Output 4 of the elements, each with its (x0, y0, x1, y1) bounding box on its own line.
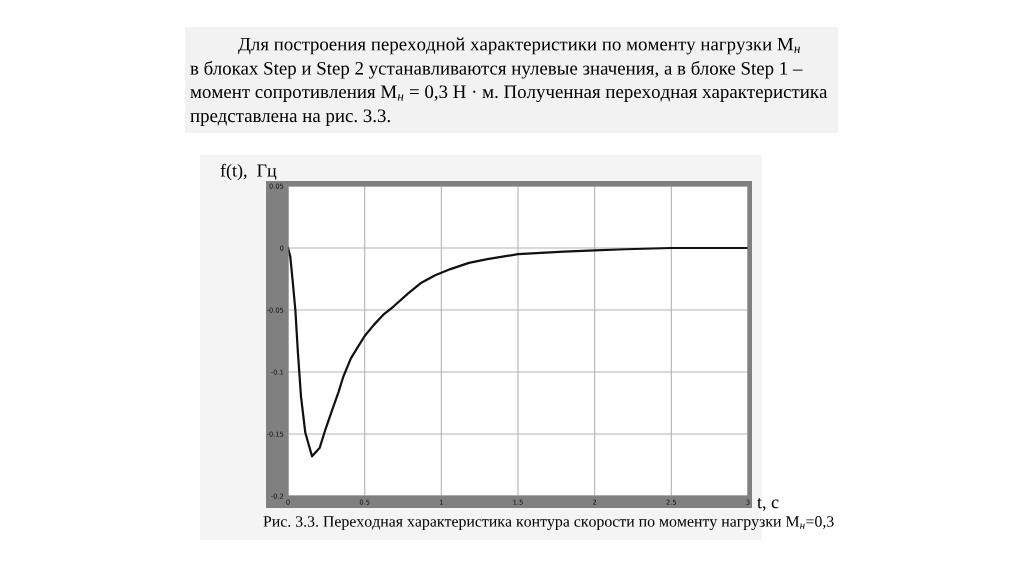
text: Для построения переходной характеристики по моменту нагрузки M$_{н}$ в блоках Step и Step 2 устанавливаются нулевые значения, а в блоке Step 1 – момент сопротивления M$_{н}$ = 0,3 Н · м. Полученная переходная характеристика представлена на рис. 3.3. (190, 37, 828, 126)
x-axis-title: t, с (757, 497, 779, 511)
text: Рис. 3.3. Переходная характеристика контура скорости по моменту нагрузки M$_{н}$=0,3 (263, 516, 834, 531)
y-axis-title: f(t), Гц (220, 163, 277, 181)
